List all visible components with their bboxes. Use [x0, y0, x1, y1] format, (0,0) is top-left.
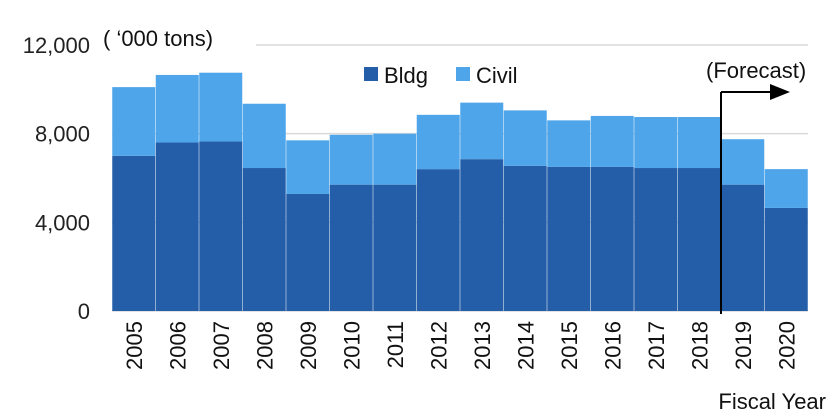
bar-bldg-2018 [677, 168, 721, 311]
x-axis: 2005 2006 2007 2008 2009 2010 2011 2012 2013 2014… [122, 321, 800, 370]
y-axis: 0 4,000 8,000 12,000 [23, 33, 90, 324]
y-tick-label: 12,000 [23, 33, 90, 58]
x-tick-label: 2008 [252, 321, 277, 370]
bar-civil-2014 [503, 110, 547, 166]
forecast-arrow-head [770, 84, 790, 100]
x-tick-label: 2011 [383, 321, 408, 368]
bar-civil-2010 [329, 134, 373, 185]
bar-bldg-2016 [590, 166, 634, 311]
bar-bldg-2015 [547, 166, 591, 311]
x-tick-label: 2005 [122, 321, 147, 370]
bar-civil-2012 [416, 114, 460, 170]
bar-bldg-2007 [199, 141, 243, 311]
bar-bldg-2008 [242, 168, 286, 311]
bar-bldg-2009 [286, 193, 330, 311]
x-tick-label: 2007 [209, 321, 234, 370]
x-tick-label: 2010 [339, 321, 364, 370]
bar-civil-2018 [677, 117, 721, 169]
legend-swatch-civil [456, 67, 470, 81]
bar-civil-2019 [721, 139, 765, 185]
bar-bldg-2014 [503, 165, 547, 311]
bar-bldg-2020 [764, 207, 808, 311]
forecast-label: (Forecast) [706, 58, 806, 83]
x-axis-label: Fiscal Year [718, 389, 826, 414]
y-tick-label: 0 [78, 299, 90, 324]
bar-civil-2008 [242, 103, 286, 169]
x-tick-label: 2016 [600, 321, 625, 370]
legend: Bldg Civil [364, 63, 518, 88]
x-tick-label: 2015 [557, 321, 582, 370]
bar-civil-2013 [460, 102, 504, 160]
legend-label-bldg: Bldg [384, 63, 428, 88]
bar-civil-2007 [199, 72, 243, 142]
bar-bldg-2006 [155, 142, 199, 311]
bar-bldg-2019 [721, 184, 765, 311]
legend-label-civil: Civil [476, 63, 518, 88]
bar-civil-2011 [373, 133, 417, 185]
bar-civil-2017 [634, 117, 678, 169]
x-tick-label: 2019 [731, 321, 756, 370]
bar-civil-2016 [590, 115, 634, 167]
bar-civil-2006 [155, 74, 199, 143]
x-tick-label: 2017 [644, 321, 669, 370]
bar-civil-2015 [547, 120, 591, 167]
y-tick-label: 8,000 [35, 122, 90, 147]
x-tick-label: 2014 [513, 321, 538, 370]
x-tick-label: 2009 [296, 321, 321, 370]
bars [112, 72, 808, 311]
bar-bldg-2005 [112, 155, 156, 311]
bar-civil-2005 [112, 87, 156, 156]
x-tick-label: 2013 [470, 321, 495, 370]
forecast-annotation: (Forecast) [706, 58, 806, 314]
y-tick-label: 4,000 [35, 210, 90, 235]
bar-bldg-2012 [416, 169, 460, 311]
bar-bldg-2017 [634, 168, 678, 311]
x-tick-label: 2020 [774, 321, 799, 370]
bar-civil-2020 [764, 169, 808, 208]
unit-label: ( ‘000 tons) [103, 26, 213, 51]
x-tick-label: 2012 [426, 321, 451, 370]
x-tick-label: 2018 [687, 321, 712, 370]
bar-bldg-2013 [460, 159, 504, 311]
x-tick-label: 2006 [165, 321, 190, 370]
bar-civil-2009 [286, 140, 330, 194]
bar-bldg-2011 [373, 184, 417, 311]
bar-bldg-2010 [329, 184, 373, 311]
legend-swatch-bldg [364, 67, 378, 81]
